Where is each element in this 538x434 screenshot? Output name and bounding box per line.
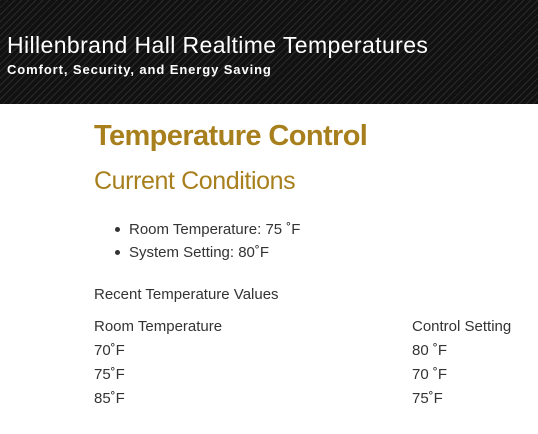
site-header: Hillenbrand Hall Realtime Temperatures C… bbox=[0, 0, 538, 104]
bullet-icon bbox=[115, 250, 120, 255]
room-temperature-text: Room Temperature: 75 ˚F bbox=[129, 221, 301, 238]
site-title: Hillenbrand Hall Realtime Temperatures bbox=[7, 32, 429, 58]
room-temperature-cell: 75˚F bbox=[94, 366, 125, 383]
column-header-room-temperature: Room Temperature bbox=[94, 318, 223, 335]
recent-values-table: Room Temperature Control Setting 70˚F 80… bbox=[94, 315, 538, 411]
control-setting-cell: 75˚F bbox=[412, 390, 443, 407]
page-title: Temperature Control bbox=[94, 120, 368, 152]
column-header-control-setting: Control Setting bbox=[412, 318, 512, 335]
control-setting-cell: 80 ˚F bbox=[412, 342, 448, 359]
recent-values-heading: Recent Temperature Values bbox=[94, 286, 279, 303]
control-setting-cell: 70 ˚F bbox=[412, 366, 448, 383]
room-temperature-cell: 85˚F bbox=[94, 390, 125, 407]
table-row: 75˚F 70 ˚F bbox=[94, 363, 538, 387]
system-setting-text: System Setting: 80˚F bbox=[129, 244, 270, 261]
current-conditions-list: Room Temperature: 75 ˚F System Setting: … bbox=[115, 218, 301, 264]
table-header-row: Room Temperature Control Setting bbox=[94, 315, 538, 339]
table-row: 70˚F 80 ˚F bbox=[94, 339, 538, 363]
list-item-room-temperature: Room Temperature: 75 ˚F bbox=[115, 218, 301, 241]
room-temperature-cell: 70˚F bbox=[94, 342, 125, 359]
list-item-system-setting: System Setting: 80˚F bbox=[115, 241, 300, 264]
table-row: 85˚F 75˚F bbox=[94, 387, 538, 411]
site-tagline: Comfort, Security, and Energy Saving bbox=[7, 62, 272, 77]
bullet-icon bbox=[115, 227, 120, 232]
section-title-current-conditions: Current Conditions bbox=[94, 167, 296, 195]
